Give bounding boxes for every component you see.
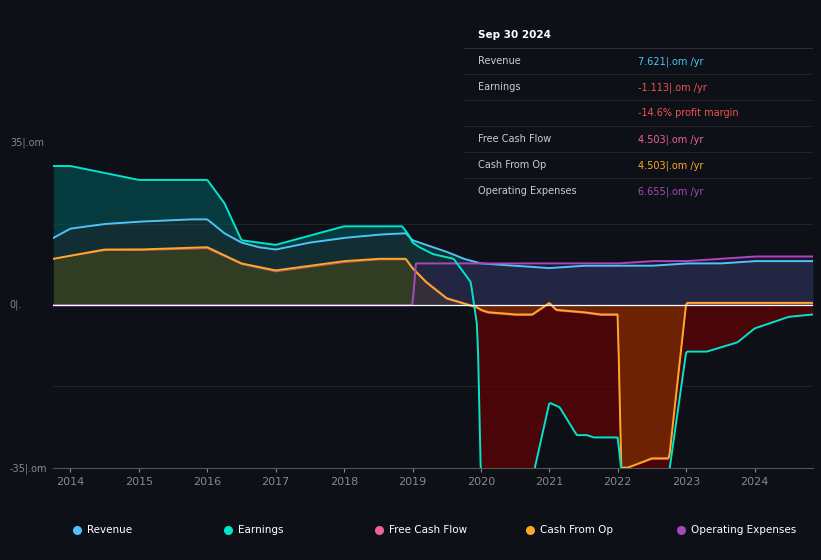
Text: 4.503|.om /yr: 4.503|.om /yr <box>639 160 704 171</box>
Text: Cash From Op: Cash From Op <box>478 160 546 170</box>
Text: 6.655|.om /yr: 6.655|.om /yr <box>639 186 704 197</box>
Text: Cash From Op: Cash From Op <box>540 525 613 535</box>
Text: Operating Expenses: Operating Expenses <box>478 186 576 197</box>
Text: -35|.om: -35|.om <box>10 464 48 474</box>
Text: Earnings: Earnings <box>238 525 284 535</box>
Text: Revenue: Revenue <box>87 525 132 535</box>
Text: 4.503|.om /yr: 4.503|.om /yr <box>639 134 704 144</box>
Text: Revenue: Revenue <box>478 57 521 67</box>
Text: 7.621|.om /yr: 7.621|.om /yr <box>639 56 704 67</box>
Text: 35|.om: 35|.om <box>10 138 44 148</box>
Text: Free Cash Flow: Free Cash Flow <box>389 525 467 535</box>
Text: Free Cash Flow: Free Cash Flow <box>478 134 551 144</box>
Text: Earnings: Earnings <box>478 82 521 92</box>
Text: Operating Expenses: Operating Expenses <box>691 525 796 535</box>
Text: Sep 30 2024: Sep 30 2024 <box>478 30 551 40</box>
Text: 0|.: 0|. <box>10 300 22 310</box>
Text: -14.6% profit margin: -14.6% profit margin <box>639 109 739 118</box>
Text: -1.113|.om /yr: -1.113|.om /yr <box>639 82 707 92</box>
